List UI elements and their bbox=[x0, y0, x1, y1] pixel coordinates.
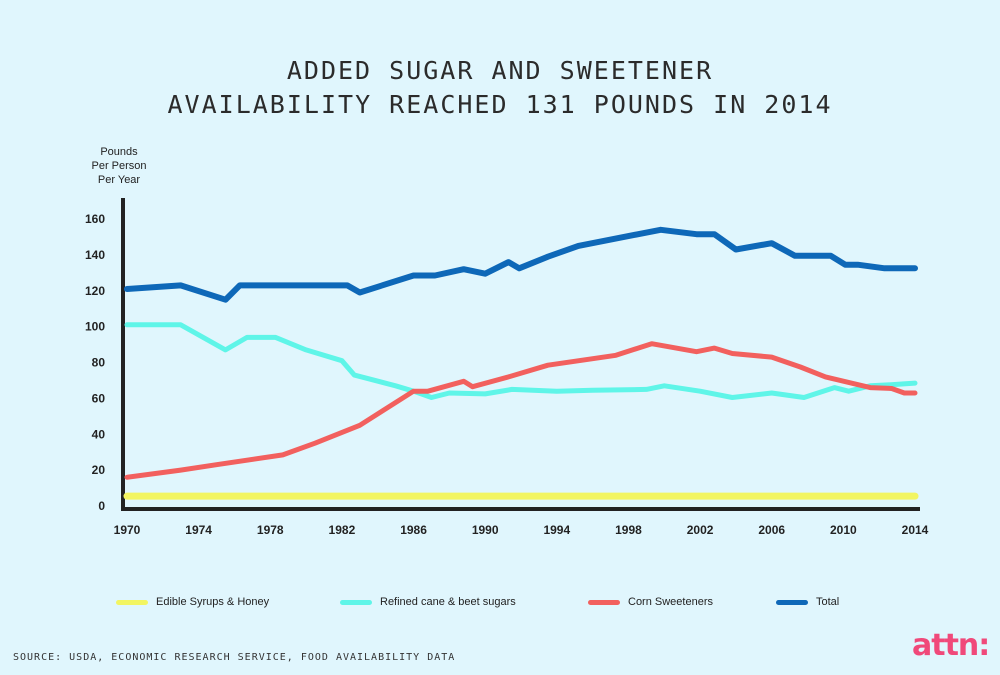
attn-logo: attn: bbox=[912, 628, 990, 663]
legend-item-corn-sweeteners: Corn Sweeteners bbox=[588, 592, 713, 612]
series-total-line bbox=[124, 226, 918, 303]
legend-swatch-total bbox=[776, 599, 808, 605]
x-tick-label-1986: 1986 bbox=[400, 523, 427, 537]
legend-label-syrups-honey: Edible Syrups & Honey bbox=[156, 596, 270, 608]
legend-label-refined-sugars: Refined cane & beet sugars bbox=[380, 596, 516, 608]
x-tick-label-2010: 2010 bbox=[830, 523, 857, 537]
y-tick-label-100: 100 bbox=[85, 320, 105, 334]
y-tick-label-160: 160 bbox=[85, 212, 105, 226]
chart-title-line-2: AVAILABILITY REACHED 131 POUNDS IN 2014 bbox=[167, 90, 833, 119]
y-tick-label-20: 20 bbox=[92, 463, 106, 477]
x-tick-label-1970: 1970 bbox=[114, 523, 141, 537]
x-tick-label-1994: 1994 bbox=[543, 523, 570, 537]
chart-title-line-1: ADDED SUGAR AND SWEETENER bbox=[286, 56, 714, 85]
legend-item-syrups-honey: Edible Syrups & Honey bbox=[116, 592, 269, 612]
legend-item-refined-sugars: Refined cane & beet sugars bbox=[340, 592, 516, 612]
y-axis-label-line-3: Per Year bbox=[97, 174, 141, 186]
y-tick-label-140: 140 bbox=[85, 248, 105, 262]
source-note: SOURCE: USDA, ECONOMIC RESEARCH SERVICE,… bbox=[13, 652, 456, 663]
x-tick-label-1998: 1998 bbox=[615, 523, 642, 537]
legend-swatch-refined-sugars bbox=[340, 599, 372, 605]
x-tick-label-2002: 2002 bbox=[687, 523, 714, 537]
legend-label-total: Total bbox=[816, 596, 840, 608]
x-tick-label-2006: 2006 bbox=[758, 523, 785, 537]
y-tick-label-40: 40 bbox=[92, 427, 106, 441]
chart-title: ADDED SUGAR AND SWEETENER AVAILABILITY R… bbox=[0, 54, 1000, 122]
y-tick-label-120: 120 bbox=[85, 284, 105, 298]
legend-item-total: Total bbox=[776, 592, 839, 612]
y-tick-label-80: 80 bbox=[92, 356, 106, 370]
x-tick-label-1978: 1978 bbox=[257, 523, 284, 537]
legend-label-corn-sweeteners: Corn Sweeteners bbox=[628, 596, 713, 608]
x-tick-label-1974: 1974 bbox=[185, 523, 212, 537]
legend-swatch-syrups-honey bbox=[116, 599, 148, 605]
series-corn-sweeteners-line bbox=[124, 341, 918, 480]
legend: Edible Syrups & Honey Refined cane & bee… bbox=[0, 592, 1000, 612]
y-tick-label-60: 60 bbox=[92, 391, 106, 405]
legend-swatch-corn-sweeteners bbox=[588, 599, 620, 605]
x-tick-label-1982: 1982 bbox=[329, 523, 356, 537]
y-axis-label-line-2: Per Person bbox=[91, 160, 147, 172]
x-tick-label-1990: 1990 bbox=[472, 523, 499, 537]
series-refined-sugars-line bbox=[124, 322, 918, 400]
y-tick-label-0: 0 bbox=[98, 499, 105, 513]
x-tick-label-2014: 2014 bbox=[902, 523, 929, 537]
y-axis-label: Pounds Per Person Per Year bbox=[64, 145, 174, 187]
y-axis-label-line-1: Pounds bbox=[100, 146, 138, 158]
